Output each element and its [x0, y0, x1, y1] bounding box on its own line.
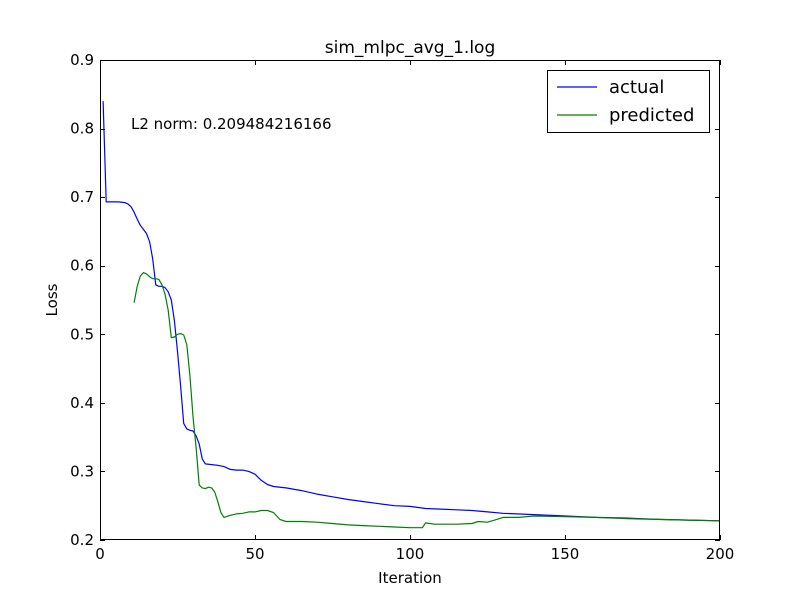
x-axis-label: Iteration [378, 569, 442, 587]
l2-norm-annotation: L2 norm: 0.209484216166 [131, 115, 332, 133]
chart-title: sim_mlpc_avg_1.log [325, 38, 495, 58]
x-tick-label: 50 [245, 545, 264, 563]
ticks-layer: 0 50 100 150 200 0.2 0.3 0.4 0.5 0.6 0.7 0.8 0.9 [70, 51, 734, 563]
y-tick-label: 0.7 [70, 188, 94, 206]
y-tick-label: 0.4 [70, 394, 94, 412]
y-tick-label: 0.8 [70, 120, 94, 138]
series-line-predicted [133, 272, 721, 529]
y-tick-label: 0.5 [70, 325, 94, 343]
x-tick-label: 100 [396, 545, 425, 563]
y-tick-label: 0.9 [70, 51, 94, 69]
legend-frame [547, 70, 710, 133]
y-tick-label: 0.3 [70, 462, 94, 480]
legend: actual predicted [547, 70, 710, 133]
series-layer [102, 101, 721, 529]
series-line-actual [102, 101, 721, 522]
y-tick-label: 0.6 [70, 257, 94, 275]
legend-label-predicted: predicted [609, 105, 694, 126]
legend-label-actual: actual [609, 77, 664, 98]
x-tick-label: 0 [95, 545, 105, 563]
y-tick-label: 0.2 [70, 531, 94, 549]
y-axis-label: Loss [43, 283, 61, 316]
x-tick-label: 200 [706, 545, 735, 563]
x-tick-label: 150 [551, 545, 580, 563]
